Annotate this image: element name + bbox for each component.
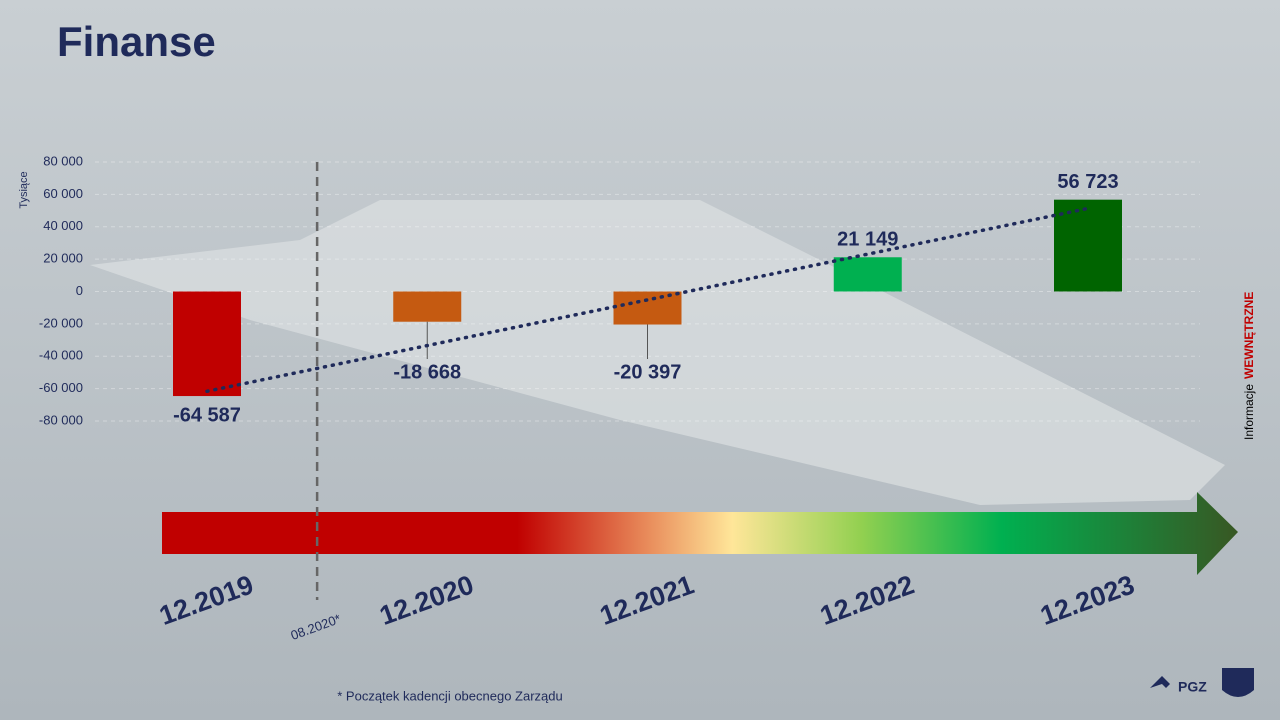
value-label: -20 397 (614, 361, 682, 383)
y-tick-label: -80 000 (39, 412, 83, 427)
value-label: -18 668 (393, 361, 461, 383)
value-label: 21 149 (837, 229, 898, 251)
bar (173, 291, 241, 397)
footnote: * Początek kadencji obecnego Zarządu (337, 688, 562, 703)
value-label: 56 723 (1057, 171, 1118, 193)
value-label: -64 587 (173, 404, 241, 426)
y-tick-label: 80 000 (43, 153, 83, 168)
classification: Informacje WEWNĘTRZNE (1242, 292, 1256, 440)
bar (613, 291, 682, 325)
logo-mark (1150, 676, 1170, 688)
bar (833, 257, 902, 292)
timeline-arrow (162, 492, 1238, 575)
bar (393, 291, 462, 322)
y-tick-label: 40 000 (43, 218, 83, 233)
classification-label: Informacje (1242, 384, 1256, 440)
emblem (1222, 668, 1254, 697)
slide-title: Finanse (57, 18, 216, 65)
y-tick-label: -40 000 (39, 348, 83, 363)
y-tick-label: -20 000 (39, 315, 83, 330)
logo: PGZ (1178, 679, 1207, 695)
y-tick-label: 0 (76, 283, 83, 298)
trendline (205, 206, 1090, 394)
y-tick-label: 20 000 (43, 251, 83, 266)
bar (1054, 199, 1122, 292)
ship-silhouette (90, 200, 1225, 505)
y-axis-label: Tysiące (18, 171, 30, 208)
y-tick-label: 60 000 (43, 186, 83, 201)
classification-level: WEWNĘTRZNE (1242, 292, 1256, 379)
y-tick-label: -60 000 (39, 380, 83, 395)
